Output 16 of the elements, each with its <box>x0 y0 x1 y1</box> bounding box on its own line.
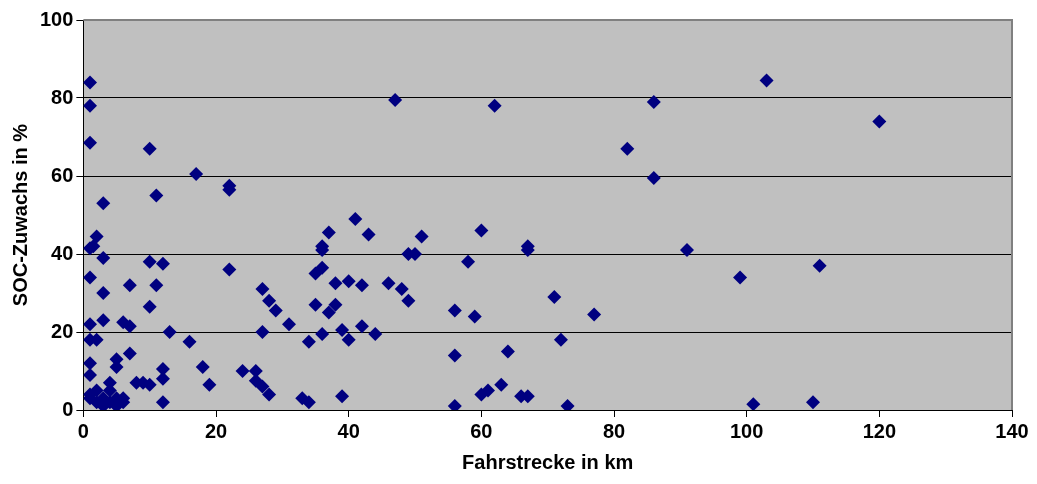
x-tick-label: 20 <box>204 419 228 442</box>
y-tick-label: 80 <box>51 85 74 108</box>
y-tick-label: 100 <box>39 7 74 30</box>
y-axis-title: SOC-Zuwachs in % <box>8 123 31 307</box>
y-tick-label: 60 <box>51 163 74 186</box>
y-tick-label: 40 <box>51 241 74 264</box>
x-tick-label: 40 <box>337 419 360 442</box>
x-tick-label: 140 <box>995 419 1029 442</box>
x-tick-label: 0 <box>77 419 89 442</box>
x-tick-label: 100 <box>729 419 764 442</box>
x-tick-label: 60 <box>470 419 493 442</box>
x-tick-label: 120 <box>862 419 897 442</box>
y-tick-label: 20 <box>51 319 74 342</box>
x-tick-label: 80 <box>602 419 626 442</box>
x-axis-title: Fahrstrecke in km <box>462 450 634 473</box>
y-tick-label: 0 <box>62 397 74 420</box>
